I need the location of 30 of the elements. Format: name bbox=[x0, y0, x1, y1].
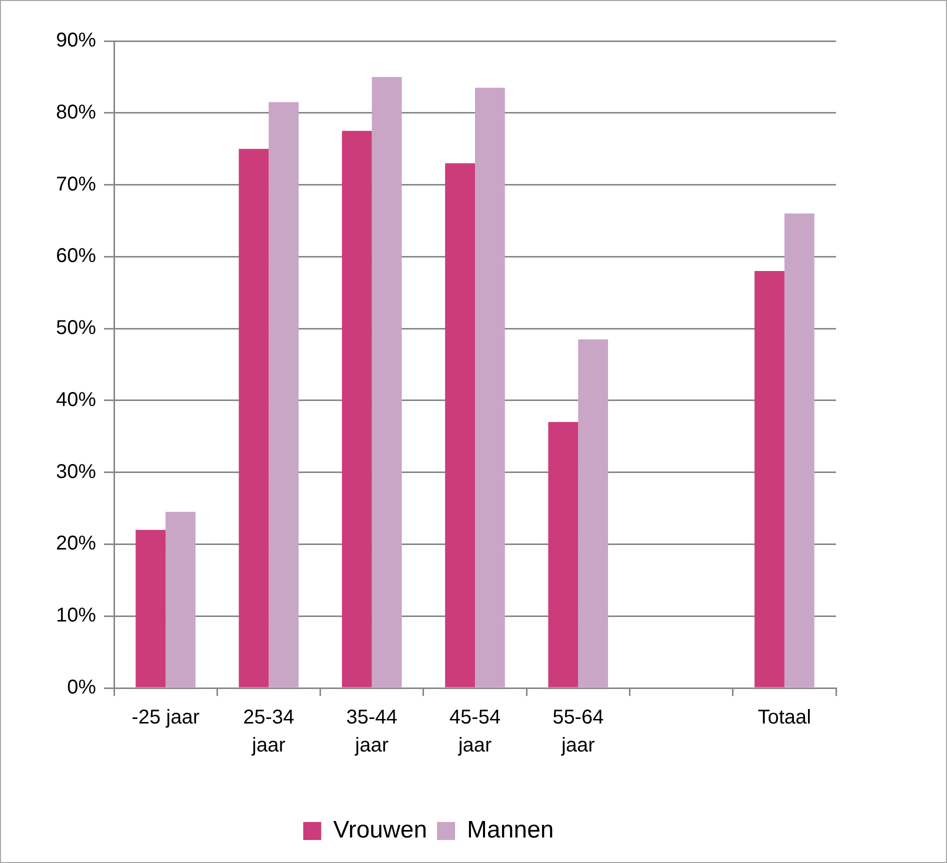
bar bbox=[268, 102, 299, 688]
bar bbox=[754, 271, 784, 688]
legend-label: Mannen bbox=[467, 816, 554, 844]
bar bbox=[238, 148, 269, 688]
bar bbox=[136, 530, 166, 688]
legend-label: Vrouwen bbox=[333, 816, 428, 844]
bar bbox=[475, 88, 505, 688]
bar bbox=[578, 339, 608, 688]
bar bbox=[342, 130, 372, 688]
bar bbox=[548, 422, 578, 688]
x-tick-label: -25 jaar bbox=[132, 706, 200, 729]
y-tick-label: 30% bbox=[56, 460, 96, 483]
bar bbox=[445, 163, 475, 688]
bar bbox=[372, 76, 402, 688]
bar bbox=[784, 214, 814, 688]
y-tick-label: 90% bbox=[56, 30, 96, 52]
bar bbox=[166, 512, 196, 688]
y-tick-label: 10% bbox=[56, 604, 96, 627]
x-tick-label: 35-44 jaar bbox=[346, 706, 398, 757]
y-tick-label: 20% bbox=[56, 532, 96, 555]
y-tick-label: 70% bbox=[56, 173, 96, 196]
x-tick-label: 55-64 jaar bbox=[552, 706, 604, 757]
x-tick-label: 45-54 jaar bbox=[449, 706, 501, 757]
y-tick-label: 50% bbox=[56, 317, 96, 340]
x-tick-label: 25-34 jaar bbox=[243, 706, 294, 757]
y-tick-label: 60% bbox=[56, 245, 96, 268]
y-tick-label: 40% bbox=[56, 388, 96, 411]
y-tick-label: 80% bbox=[56, 101, 96, 124]
y-tick-label: 0% bbox=[67, 676, 96, 699]
x-tick-label: Totaal bbox=[758, 706, 812, 729]
